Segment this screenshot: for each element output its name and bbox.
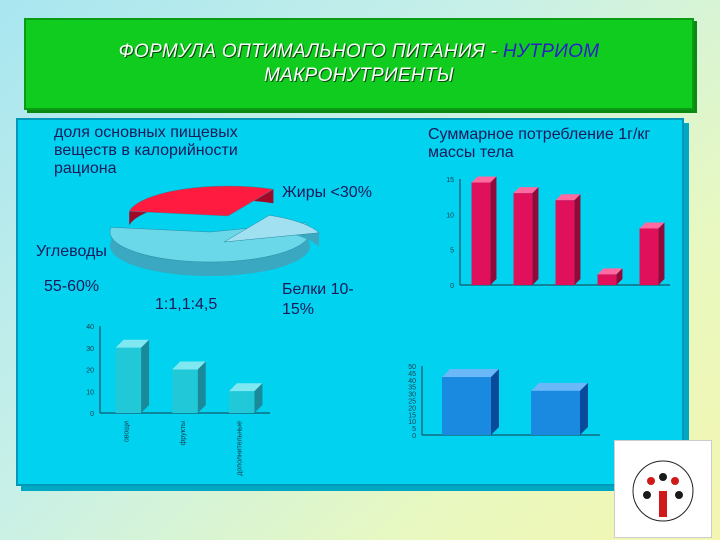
bar-top (115, 339, 150, 348)
bar-side (579, 382, 588, 435)
slide-title: ФОРМУЛА ОПТИМАЛЬНОГО ПИТАНИЯ - НУТРИОМ М… (26, 40, 692, 88)
small-bar-chart: 0 10 20 30 40 овощи фрукты дополнительные (86, 324, 270, 476)
bar-top (597, 268, 623, 275)
y-tick-label: 10 (446, 212, 454, 219)
bar-side (197, 361, 206, 413)
bar-top (531, 382, 588, 391)
title-accent: НУТРИОМ (502, 41, 600, 62)
bar (228, 391, 255, 413)
y-tick-label: 0 (90, 411, 94, 418)
bar (597, 274, 617, 285)
x-tick-label: фрукты (180, 421, 187, 445)
bar (531, 390, 580, 435)
y-tick-label: 15 (446, 177, 454, 184)
y-tick-label: 5 (412, 426, 416, 433)
ratio-label: 1:1,1:4,5 (155, 296, 218, 313)
bar-top (513, 187, 539, 194)
y-tick-label: 50 (408, 364, 416, 371)
pie-slice-side (109, 222, 310, 276)
bar-side (490, 176, 497, 285)
carbs-label: Углеводы (36, 243, 107, 260)
bar-side (616, 268, 623, 285)
title-band: ФОРМУЛА ОПТИМАЛЬНОГО ПИТАНИЯ - НУТРИОМ М… (24, 18, 694, 110)
bar-side (141, 339, 150, 413)
y-tick-label: 0 (450, 283, 454, 290)
bar-side (532, 187, 539, 285)
pie-caption: доля основных пищевых веществ в калорийн… (54, 124, 238, 177)
fats-label: Жиры <30% (282, 184, 372, 201)
bar (442, 377, 491, 435)
carbs-value: 55-60% (44, 278, 100, 295)
pie-slice (128, 185, 275, 217)
bar-side (254, 383, 263, 413)
y-tick-label: 10 (408, 419, 416, 426)
y-tick-label: 45 (408, 371, 416, 378)
protein-label: Белки 10-15% (282, 281, 354, 318)
bar (513, 193, 533, 285)
logo (614, 440, 712, 538)
bar-top (228, 383, 263, 392)
logo-icon (632, 460, 694, 522)
bar-top (555, 194, 581, 201)
bar (555, 200, 575, 285)
y-tick-label: 30 (86, 346, 94, 353)
y-tick-label: 10 (86, 389, 94, 396)
y-tick-label: 40 (86, 324, 94, 331)
bar (639, 228, 659, 285)
bar-top (172, 361, 206, 370)
y-tick-label: 20 (86, 368, 94, 375)
bar-side (658, 222, 665, 285)
title-line1: ФОРМУЛА ОПТИМАЛЬНОГО ПИТАНИЯ - (118, 41, 503, 62)
y-tick-label: 25 (408, 399, 416, 406)
bar (115, 347, 142, 413)
bar-top (442, 369, 499, 378)
y-tick-label: 30 (408, 392, 416, 399)
y-tick-label: 20 (408, 405, 416, 412)
intake-bar-chart: 0 5 10 15 (446, 176, 670, 290)
bar-caption: Суммарное потребление 1г/кг массы тела (428, 126, 651, 161)
bar-side (574, 194, 581, 285)
x-tick-label: дополнительные (237, 421, 244, 476)
y-tick-label: 35 (408, 385, 416, 392)
title-line2: МАКРОНУТРИЕНТЫ (264, 65, 454, 86)
y-tick-label: 15 (408, 412, 416, 419)
y-tick-label: 5 (450, 248, 454, 255)
bar-top (639, 222, 665, 229)
macronutrient-pie-chart (109, 185, 320, 276)
pie-slice (223, 215, 320, 243)
bar (471, 182, 491, 285)
x-tick-label: овощи (123, 421, 130, 442)
bar-side (490, 369, 499, 435)
y-tick-label: 40 (408, 378, 416, 385)
bar-top (471, 176, 497, 183)
y-tick-label: 0 (412, 433, 416, 440)
bar (172, 369, 198, 413)
